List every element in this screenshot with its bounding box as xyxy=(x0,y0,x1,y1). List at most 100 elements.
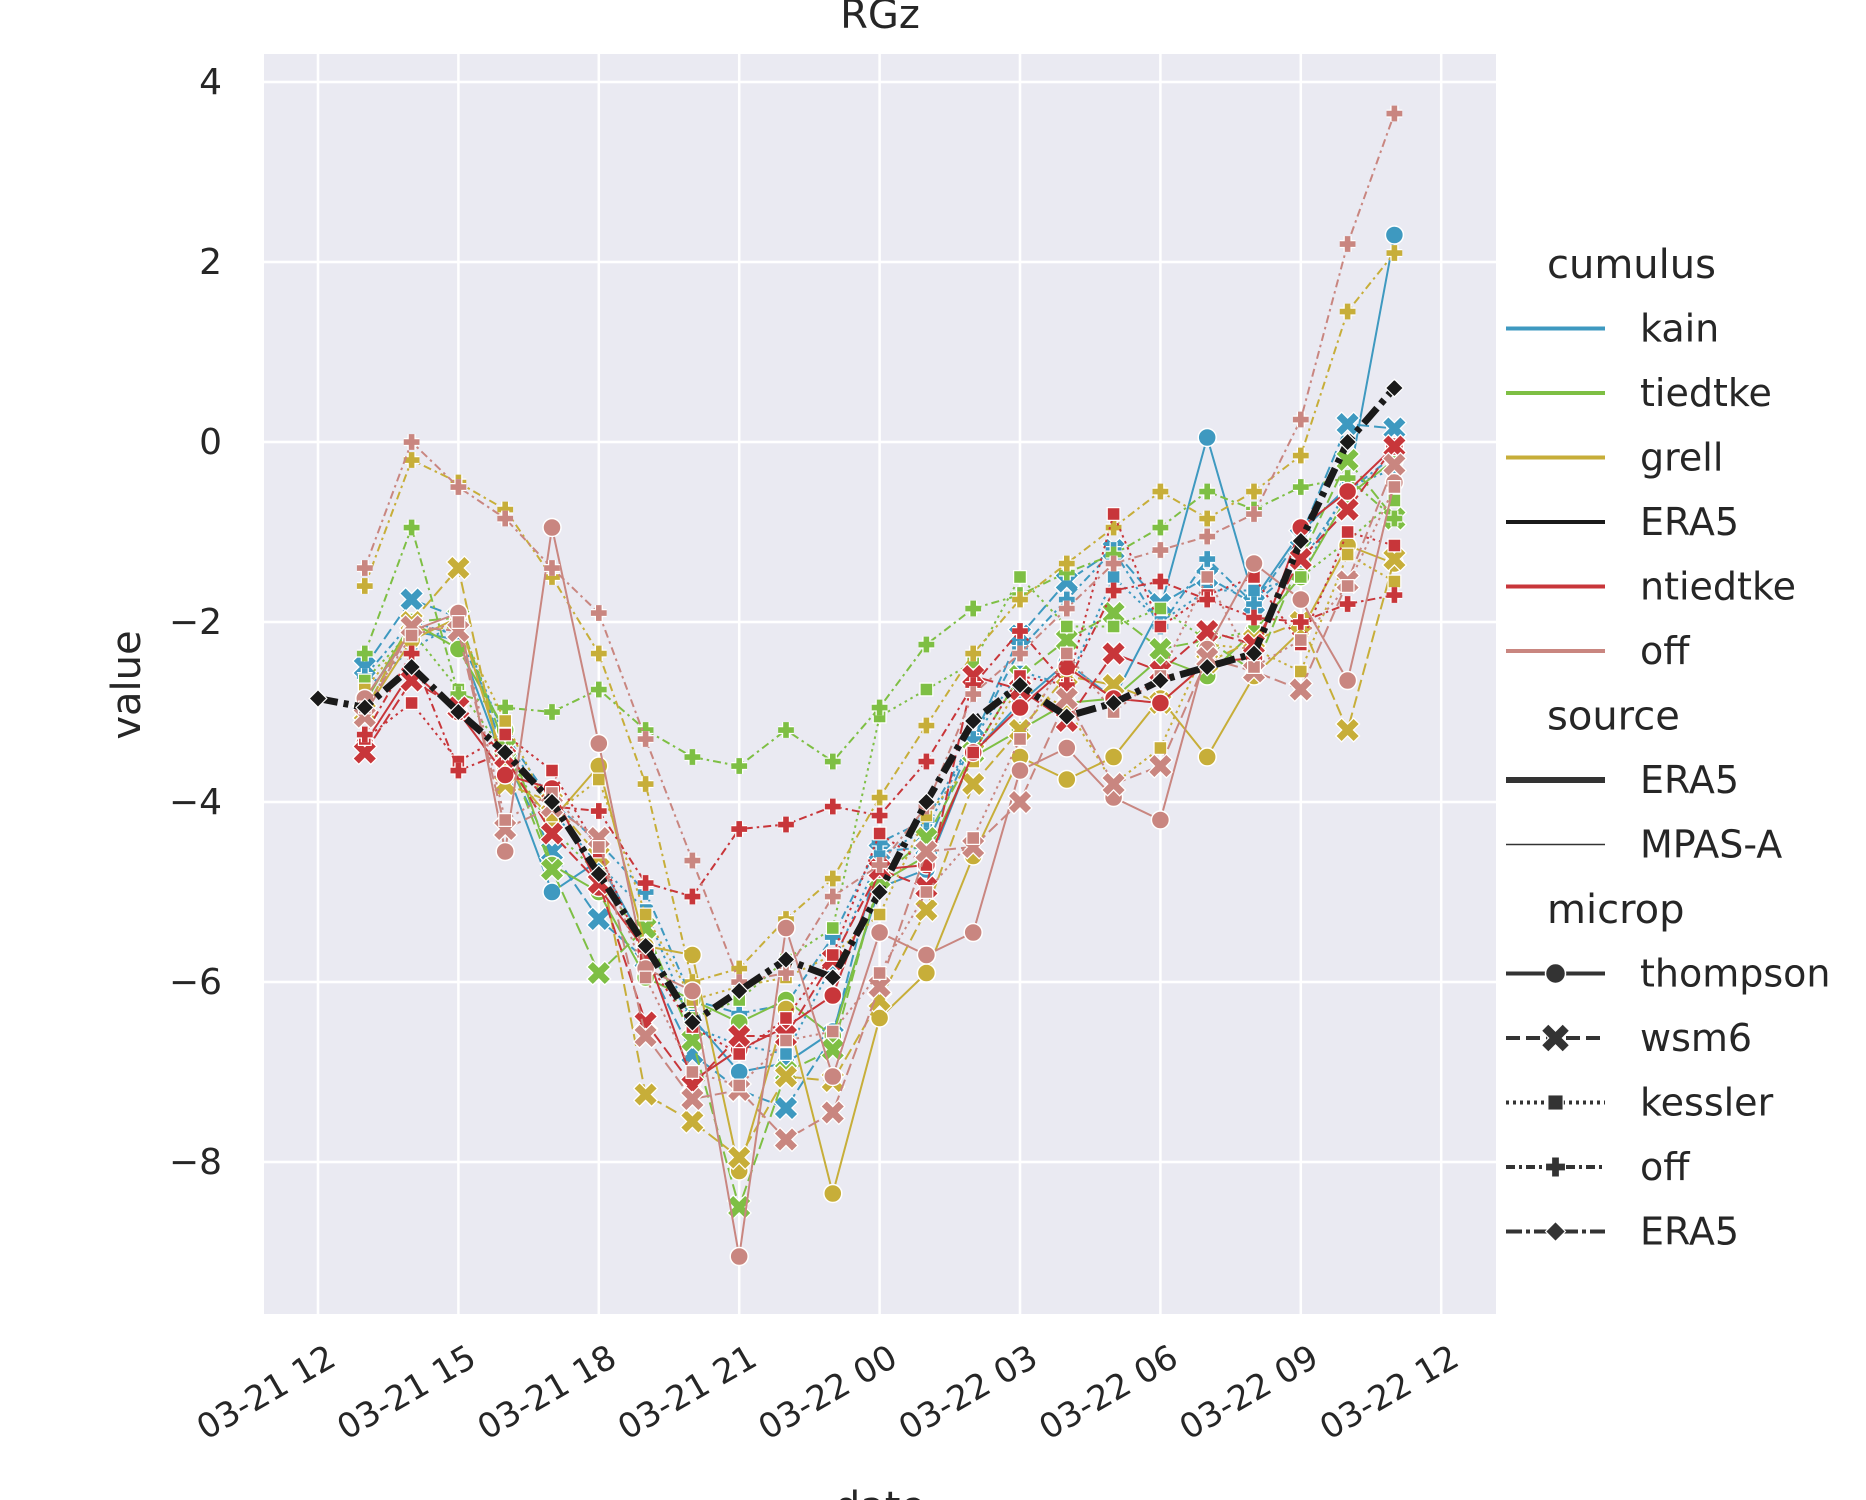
data-point xyxy=(918,753,935,770)
marker-shape xyxy=(400,588,423,611)
data-point xyxy=(1010,760,1030,781)
series-line xyxy=(363,477,1396,767)
x-tick-label: 03-21 18 xyxy=(471,1337,623,1448)
legend-entry-label: thompson xyxy=(1640,952,1831,996)
marker-shape xyxy=(590,645,607,662)
legend-entry-label: ERA5 xyxy=(1640,500,1739,544)
data-point xyxy=(823,985,843,1006)
marker-shape xyxy=(544,560,560,576)
marker-shape xyxy=(1383,547,1406,571)
data-point xyxy=(1199,591,1216,608)
marker-shape xyxy=(1055,687,1078,710)
data-point xyxy=(351,739,378,766)
series-line xyxy=(363,445,1396,1087)
data-point xyxy=(1246,596,1262,612)
marker-shape xyxy=(965,645,982,662)
data-point xyxy=(1291,589,1311,610)
marker-shape xyxy=(821,1038,844,1061)
data-point xyxy=(1199,551,1216,567)
marker-shape xyxy=(1102,772,1125,796)
marker-shape xyxy=(871,807,888,824)
data-point xyxy=(1103,747,1124,767)
data-point xyxy=(918,717,935,734)
marker-shape xyxy=(1008,790,1032,814)
data-point xyxy=(450,762,467,779)
data-point xyxy=(913,897,940,923)
data-point xyxy=(1334,447,1361,473)
data-point xyxy=(965,645,982,662)
marker-shape xyxy=(450,762,467,779)
data-point xyxy=(726,1194,753,1220)
marker-shape xyxy=(821,1101,844,1124)
marker-shape xyxy=(1105,555,1122,572)
data-point xyxy=(1293,633,1308,647)
data-point xyxy=(1334,717,1361,743)
marker-shape xyxy=(1289,547,1312,571)
data-point xyxy=(729,981,749,1001)
marker-shape xyxy=(1336,498,1359,521)
marker-shape xyxy=(587,961,610,985)
data-point xyxy=(632,1081,659,1108)
data-point xyxy=(1387,480,1402,494)
data-point xyxy=(445,555,472,581)
data-point xyxy=(1246,609,1262,626)
data-point xyxy=(495,841,515,862)
data-point xyxy=(1106,507,1121,521)
marker-shape xyxy=(590,681,607,698)
y-tick-label: −4 xyxy=(169,782,222,823)
data-point xyxy=(1334,411,1361,437)
marker-shape xyxy=(544,704,560,720)
marker-shape xyxy=(681,1110,704,1133)
marker-shape xyxy=(403,434,420,450)
marker-shape xyxy=(1152,542,1169,558)
marker-shape xyxy=(1336,412,1359,436)
data-point xyxy=(779,1011,793,1025)
data-point xyxy=(1386,510,1403,527)
legend-marker xyxy=(1546,1157,1565,1177)
marker-shape xyxy=(1386,105,1403,122)
legend-entry-label: kain xyxy=(1640,307,1719,351)
marker-shape xyxy=(918,753,935,770)
data-point xyxy=(1012,623,1028,639)
marker-shape xyxy=(1149,754,1172,778)
data-point xyxy=(1339,303,1356,320)
marker-shape xyxy=(637,776,654,792)
data-point xyxy=(544,560,560,576)
data-point xyxy=(356,578,373,594)
data-point xyxy=(1057,706,1077,727)
data-point xyxy=(497,699,514,716)
data-point xyxy=(1152,542,1169,558)
data-point xyxy=(589,733,609,754)
marker-shape xyxy=(1012,645,1028,662)
marker-shape xyxy=(587,907,610,931)
data-point xyxy=(1339,596,1356,612)
data-point xyxy=(1012,645,1028,662)
marker-shape xyxy=(497,510,514,527)
x-tick-label: 03-21 12 xyxy=(190,1337,342,1448)
data-point xyxy=(591,772,606,787)
data-point xyxy=(731,758,748,774)
marker-shape xyxy=(1199,483,1216,500)
x-tick-label: 03-22 03 xyxy=(892,1337,1044,1448)
data-point xyxy=(1152,573,1169,590)
data-point xyxy=(1057,738,1077,758)
marker-shape xyxy=(915,898,938,922)
data-point xyxy=(1147,753,1174,779)
data-point xyxy=(1147,636,1174,662)
data-point xyxy=(916,945,937,965)
marker-shape xyxy=(450,686,467,702)
marker-shape xyxy=(1102,642,1125,665)
data-point xyxy=(1334,496,1361,523)
data-point xyxy=(684,852,701,869)
data-point xyxy=(726,1144,753,1171)
data-point xyxy=(1384,378,1405,398)
data-point xyxy=(1386,245,1403,261)
data-point xyxy=(679,1027,706,1054)
data-point xyxy=(1199,528,1216,545)
data-point xyxy=(916,963,937,983)
marker-shape xyxy=(540,858,564,881)
data-point xyxy=(591,840,606,854)
marker-shape xyxy=(353,741,376,764)
marker-shape xyxy=(965,686,982,702)
data-point xyxy=(545,763,559,778)
